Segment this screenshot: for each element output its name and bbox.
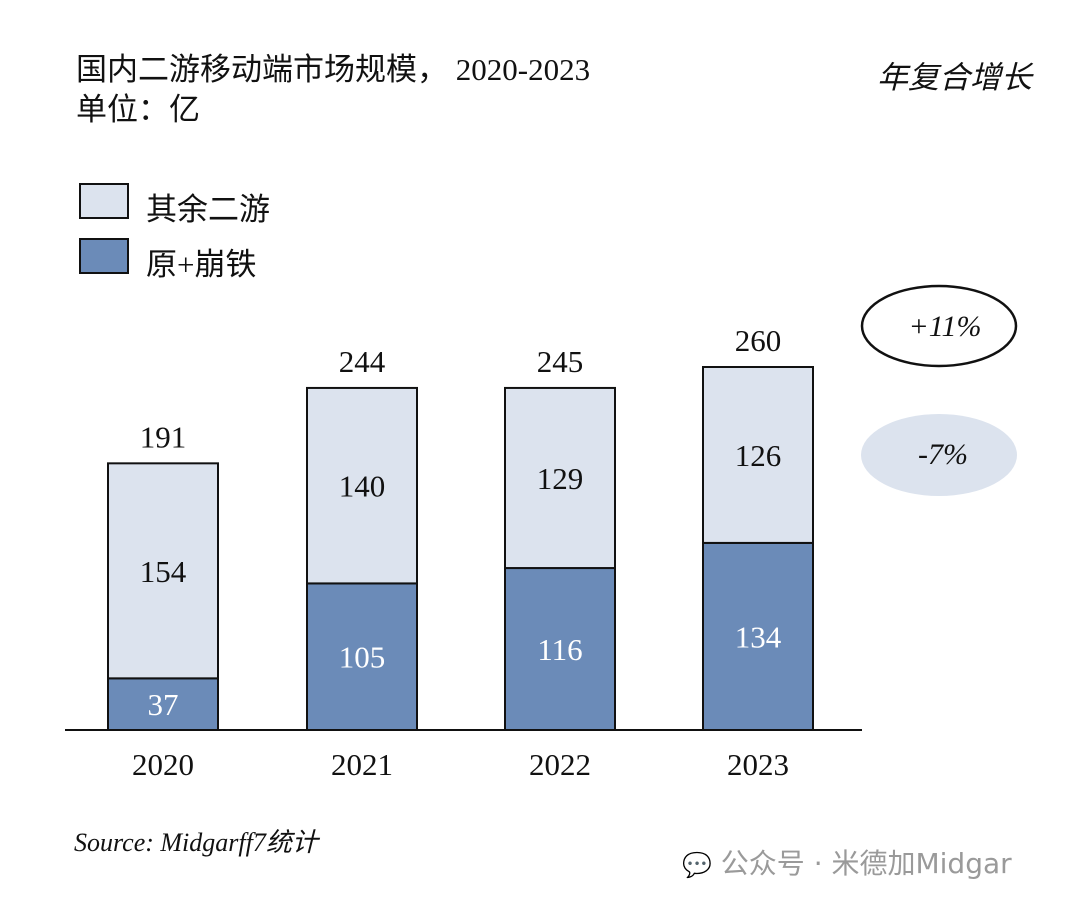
cagr-ellipse-total [860, 284, 1018, 368]
total-label: 244 [339, 344, 386, 379]
legend-swatch-other [79, 183, 129, 219]
bar-segment-2023-1 [702, 366, 814, 544]
data-label: 116 [537, 632, 582, 667]
data-label: 154 [140, 554, 187, 589]
total-label: 245 [537, 344, 584, 379]
chart-title: 国内二游移动端市场规模， 2020-2023 [76, 52, 591, 87]
bar-segment-2022-1 [504, 386, 616, 570]
cagr-value-total: +11% [908, 310, 981, 343]
total-label: 260 [735, 323, 782, 358]
watermark: 💬 公众号 · 米德加Midgar [682, 842, 1012, 882]
data-label: 126 [735, 438, 782, 473]
bar-segment-2021-1 [306, 386, 418, 585]
total-label: 191 [140, 419, 187, 454]
cagr-label: 年复合增长 [877, 60, 1032, 95]
x-tick-label: 2023 [727, 747, 789, 782]
x-tick-label: 2021 [331, 747, 393, 782]
bar-segment-2023-0 [702, 541, 814, 732]
bar-segment-2020-0 [107, 677, 219, 731]
source-note: Source: Midgarff7统计 [74, 828, 318, 857]
wechat-icon: 💬 [682, 851, 712, 879]
bar-segment-2020-1 [107, 462, 219, 680]
data-label: 105 [339, 640, 386, 675]
data-label: 37 [148, 687, 179, 722]
data-label: 129 [537, 461, 584, 496]
data-label: 140 [339, 469, 386, 504]
legend-label-genshin-hsr: 原+崩铁 [146, 247, 257, 282]
x-tick-label: 2020 [132, 747, 194, 782]
cagr-ellipse-other [861, 414, 1017, 496]
cagr-value-other: -7% [918, 438, 968, 471]
x-tick-label: 2022 [529, 747, 591, 782]
watermark-text: 公众号 · 米德加Midgar [720, 847, 1012, 880]
legend-swatch-genshin-hsr [79, 238, 129, 274]
chart-subtitle: 单位：亿 [76, 92, 200, 127]
data-label: 134 [735, 619, 782, 654]
legend-label-other: 其余二游 [146, 192, 270, 227]
